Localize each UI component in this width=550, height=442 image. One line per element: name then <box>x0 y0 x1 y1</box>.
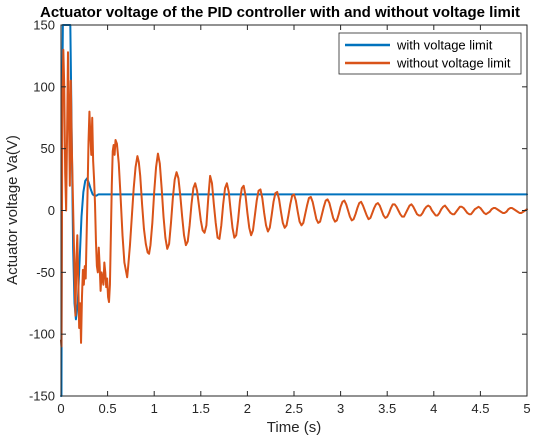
series-line-without-voltage-limit <box>60 48 528 348</box>
x-tick-label: 1 <box>151 401 158 416</box>
series-layer <box>60 24 528 397</box>
chart-title: Actuator voltage of the PID controller w… <box>40 4 520 21</box>
y-tick-label: 100 <box>33 79 55 94</box>
y-tick-label: -50 <box>36 265 55 280</box>
x-tick-label: 5 <box>523 401 530 416</box>
x-tick-label: 3.5 <box>378 401 396 416</box>
x-axis: 0 0.5 1 1.5 2 2.5 3 3.5 4 4.5 5 <box>57 25 531 416</box>
legend-box <box>338 32 522 75</box>
x-tick-label: 1.5 <box>192 401 210 416</box>
x-tick-label: 0 <box>57 401 64 416</box>
y-tick-label: -150 <box>29 389 55 404</box>
y-tick-label: 50 <box>41 141 55 156</box>
series-line-with-voltage-limit <box>60 24 528 397</box>
legend-label-without-voltage-limit: without voltage limit <box>396 56 511 71</box>
x-tick-label: 4 <box>430 401 437 416</box>
legend: with voltage limit without voltage limit <box>338 32 522 75</box>
y-tick-label: 0 <box>48 203 55 218</box>
x-tick-label: 4.5 <box>471 401 489 416</box>
y-tick-label: 150 <box>33 18 55 33</box>
y-tick-label: -100 <box>29 327 55 342</box>
x-tick-label: 3 <box>337 401 344 416</box>
x-axis-label: Time (s) <box>267 419 321 436</box>
x-tick-label: 2 <box>244 401 251 416</box>
x-tick-label: 0.5 <box>99 401 117 416</box>
x-tick-label: 2.5 <box>285 401 303 416</box>
legend-label-with-voltage-limit: with voltage limit <box>396 38 493 53</box>
y-axis-label: Actuator voltage Va(V) <box>4 135 21 285</box>
y-axis: -150 -100 -50 0 50 100 150 <box>29 18 527 404</box>
